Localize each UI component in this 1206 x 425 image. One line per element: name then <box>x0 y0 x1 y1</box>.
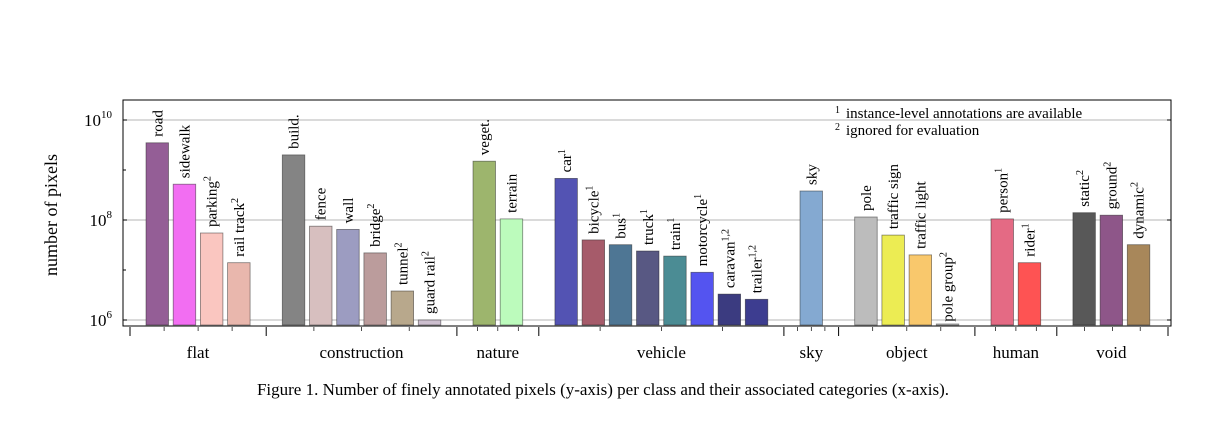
bar-label: sidewalk <box>177 124 193 178</box>
bar-sky <box>799 190 823 326</box>
group-label-flat: flat <box>187 343 210 362</box>
bar-caravan <box>717 293 741 326</box>
bar-label: guard rail2 <box>421 251 439 314</box>
bar-rail-track <box>227 262 251 326</box>
bar-train <box>663 255 687 326</box>
bar-label: parking2 <box>203 176 221 227</box>
bar-label: car1 <box>557 149 575 172</box>
legend-entry: 2 ignored for evaluation <box>835 122 980 139</box>
bar-static <box>1072 212 1096 326</box>
group-label-construction: construction <box>319 343 404 362</box>
legend-entry: 1 instance-level annotations are availabl… <box>835 105 1082 122</box>
bar-bus <box>608 244 633 326</box>
bar-label: build. <box>287 114 303 149</box>
bar-rider <box>1017 262 1042 326</box>
group-label-void: void <box>1096 343 1127 362</box>
bar-label: bridge2 <box>366 204 384 247</box>
bar-trailer <box>744 298 769 326</box>
bar-label: veget. <box>477 119 493 155</box>
bar-motorcycle <box>690 271 714 326</box>
group-label-nature: nature <box>477 343 519 362</box>
bar-truck <box>636 250 660 326</box>
bar-label: bus1 <box>612 213 630 239</box>
bar-pole <box>854 216 878 326</box>
bar-label: traffic sign <box>886 163 902 229</box>
bar-parking <box>199 232 224 326</box>
bar-bicycle <box>581 239 605 326</box>
bar-label: rider1 <box>1021 223 1039 256</box>
bar-label: trailer1,2 <box>748 245 766 293</box>
legend: 1 instance-level annotations are availabl… <box>835 105 1082 139</box>
bar-label: traffic light <box>913 180 929 248</box>
bar-label: bicycle1 <box>584 186 602 234</box>
bar-label: pole group2 <box>939 252 957 322</box>
bar-label: person1 <box>993 168 1011 213</box>
y-tick-label: 108 <box>90 209 113 230</box>
bar-label: train1 <box>666 218 684 251</box>
bar-terrain <box>499 218 524 326</box>
bar-label: dynamic2 <box>1130 182 1148 239</box>
bar-veget- <box>472 160 496 326</box>
bar-label: fence <box>314 187 330 220</box>
bar-road <box>145 142 169 326</box>
y-tick-label: 1010 <box>84 109 113 130</box>
bar-label: truck1 <box>639 209 657 245</box>
group-label-object: object <box>886 343 928 362</box>
bar-label: terrain <box>504 173 520 213</box>
bar-label: rail track2 <box>230 198 248 257</box>
bar-label: motorcycle1 <box>693 194 711 266</box>
bar-ground <box>1099 214 1123 326</box>
group-label-human: human <box>993 343 1040 362</box>
bar-label: caravan1,2 <box>720 229 738 288</box>
bar-chart: road sidewalk parking2 rail track2 build. fen… <box>41 99 1172 362</box>
bar-traffic-light <box>908 254 932 326</box>
bar-wall <box>336 228 360 326</box>
bar-label: sky <box>804 164 820 185</box>
y-axis-label: number of pixels <box>41 154 61 276</box>
y-tick-label: 106 <box>90 309 113 330</box>
bar-bridge <box>363 252 387 326</box>
group-label-sky: sky <box>799 343 823 362</box>
bar-sidewalk <box>172 183 197 326</box>
bar-build- <box>281 154 306 326</box>
bar-label: ground2 <box>1102 162 1120 210</box>
x-axis: flat construction nature vehicle sky object hu… <box>129 327 1169 362</box>
bar-dynamic <box>1126 244 1151 326</box>
bar-person <box>990 218 1014 326</box>
bars: road sidewalk parking2 rail track2 build. fen… <box>145 110 1151 326</box>
bar-fence <box>309 225 333 326</box>
bar-label: static2 <box>1075 170 1093 207</box>
bar-traffic-sign <box>881 234 905 326</box>
group-label-vehicle: vehicle <box>637 343 686 362</box>
bar-label: road <box>150 110 166 137</box>
bar-guard-rail <box>417 319 442 326</box>
y-axis-ticks: 1010 108 106 <box>84 109 1171 330</box>
plot-frame <box>122 99 1172 327</box>
bar-pole-group <box>935 323 960 326</box>
bar-label: pole <box>859 185 875 211</box>
bar-label: wall <box>341 198 357 224</box>
bar-car <box>554 177 578 326</box>
bar-tunnel <box>390 290 415 326</box>
figure-caption: Figure 1. Number of finely annotated pix… <box>256 380 950 399</box>
bar-label: tunnel2 <box>393 243 411 286</box>
